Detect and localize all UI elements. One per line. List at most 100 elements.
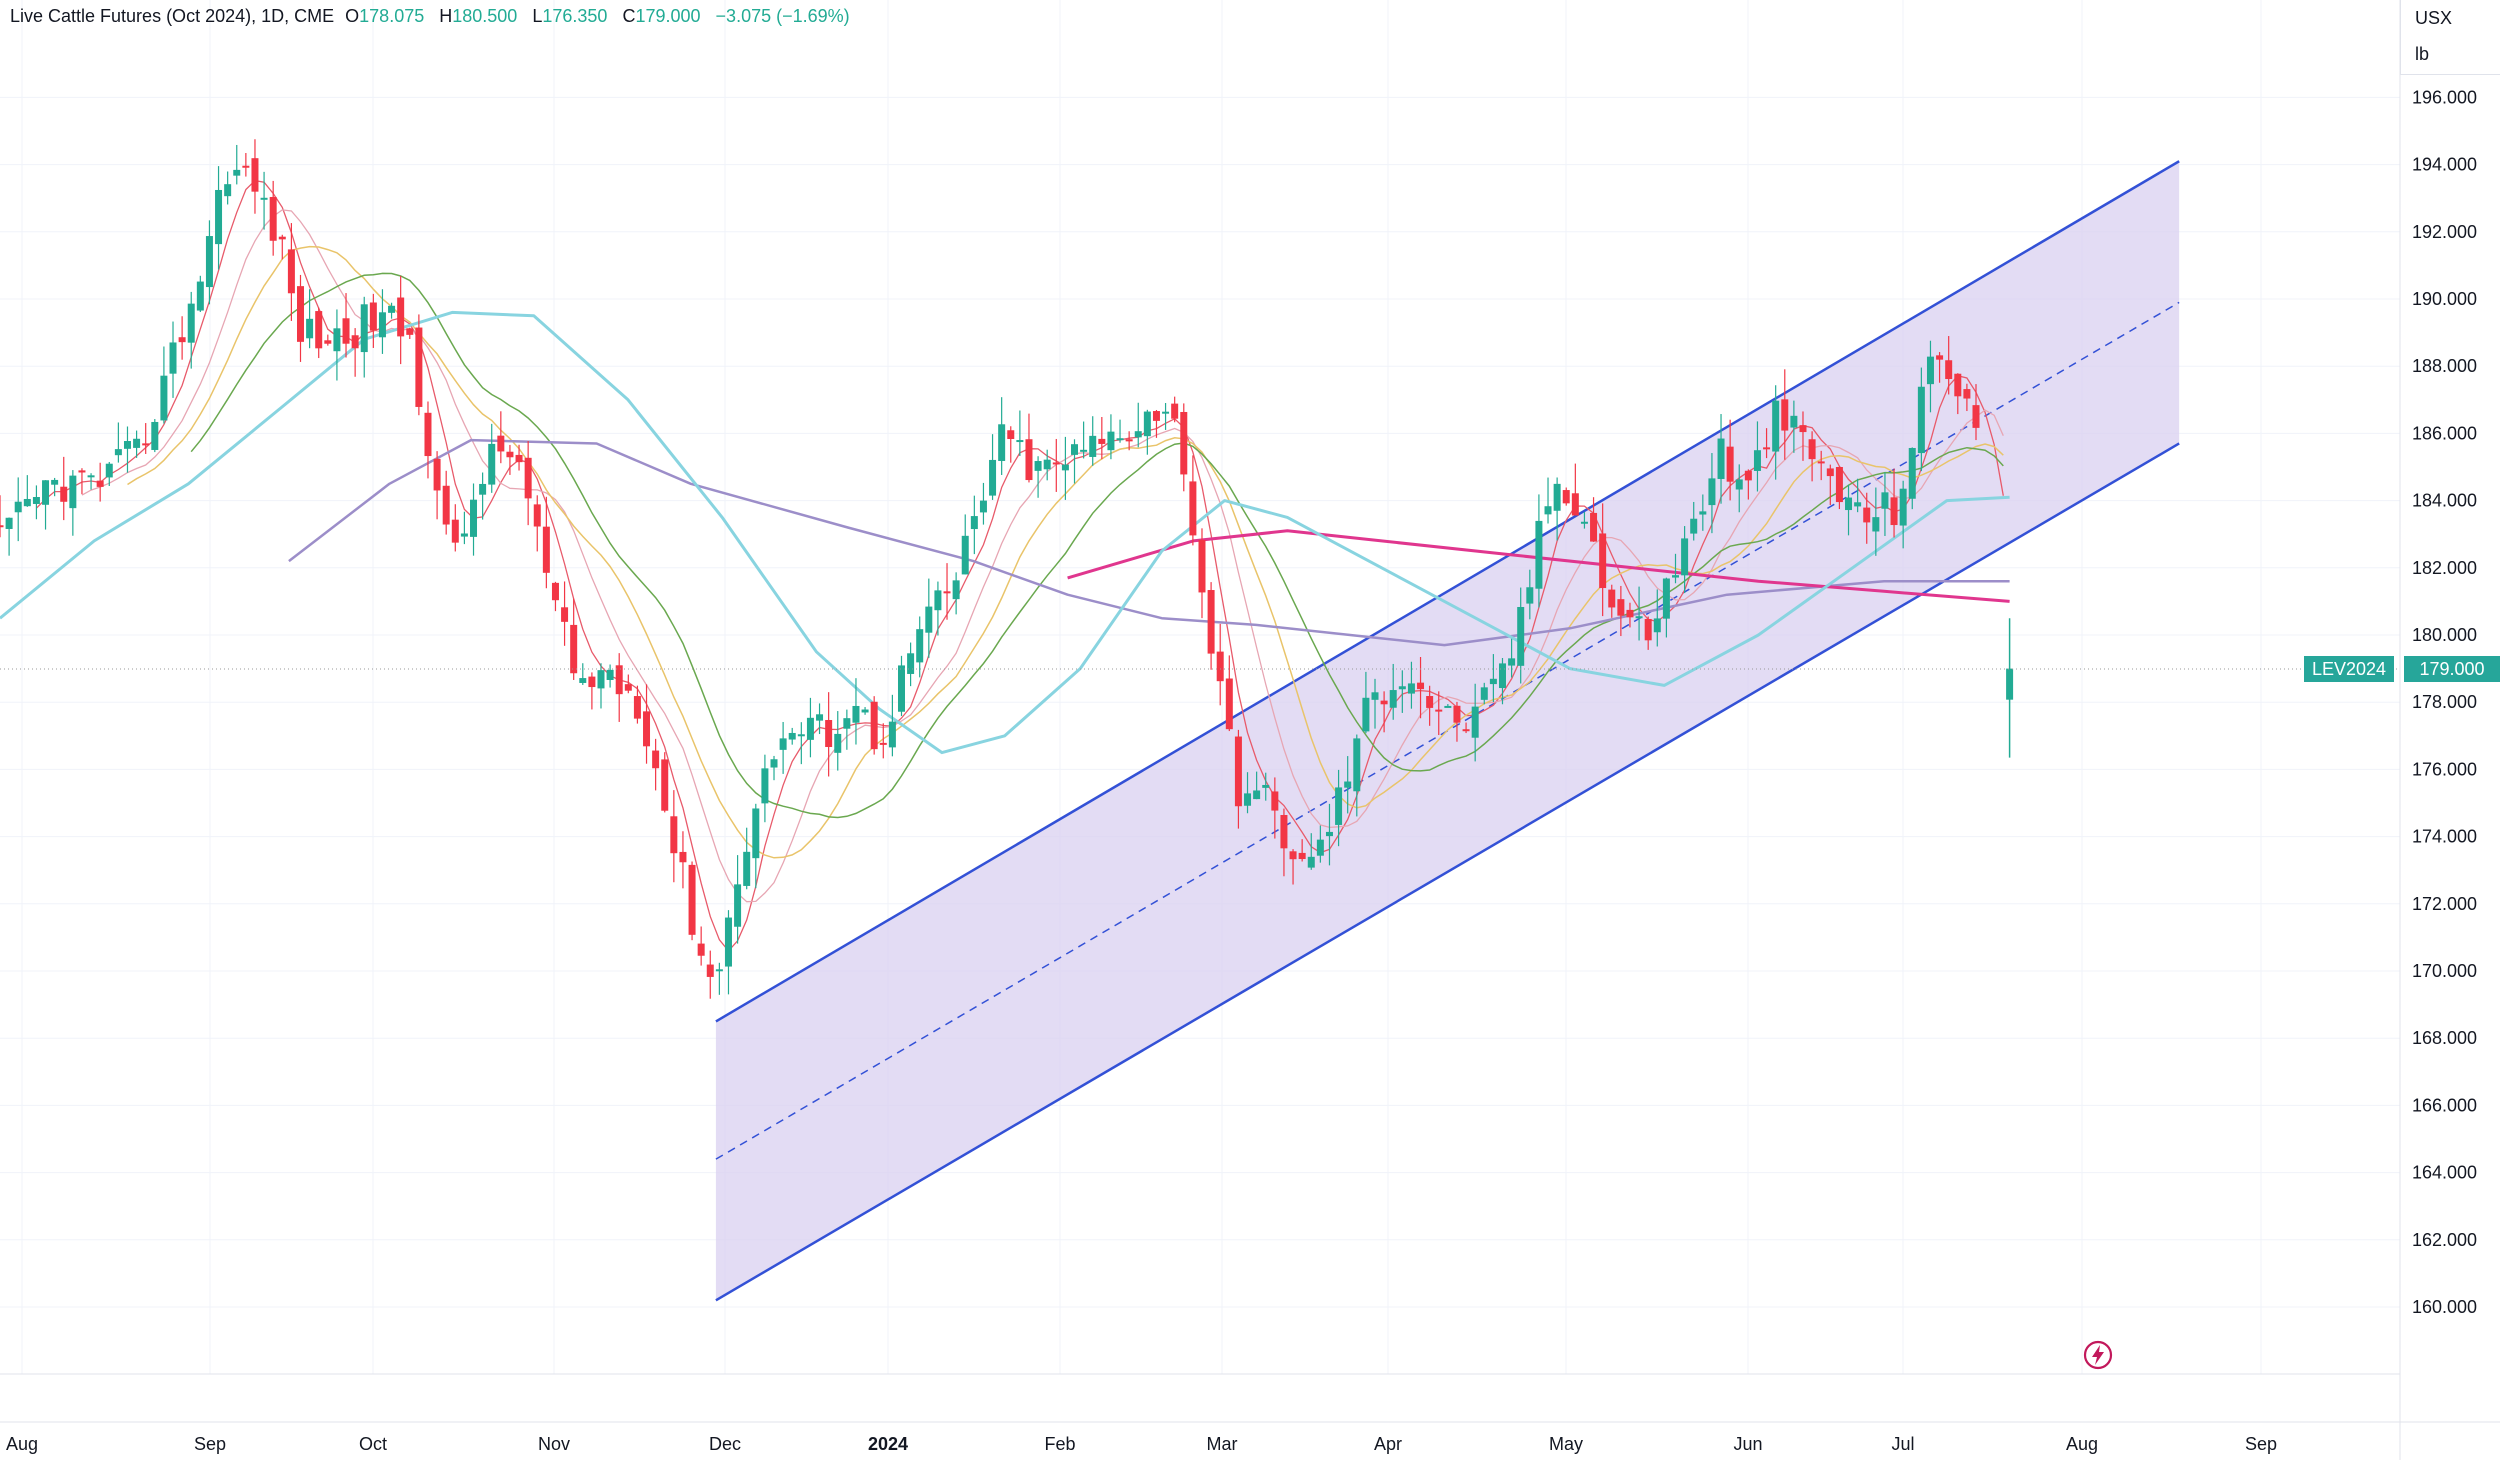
price-tick-label: 166.000	[2412, 1095, 2477, 1115]
candle-body	[1799, 425, 1807, 433]
candle-body	[734, 884, 742, 927]
candle-body	[1234, 736, 1242, 807]
candle-body	[661, 759, 669, 811]
candle-body	[424, 412, 432, 457]
candle-body	[151, 421, 159, 450]
candle-body	[451, 519, 459, 543]
candle-body	[533, 504, 541, 527]
candle-body	[1872, 517, 1880, 532]
candle-body	[242, 165, 250, 168]
candle-body	[1052, 462, 1060, 465]
candle-body	[60, 486, 68, 502]
time-tick-label: Aug	[2066, 1434, 2098, 1454]
candle-body	[1890, 497, 1898, 526]
candle-body	[806, 717, 814, 740]
candle-body	[1298, 852, 1306, 860]
price-tick-label: 196.000	[2412, 87, 2477, 107]
candle-body	[287, 249, 295, 294]
candle-body	[679, 851, 687, 863]
candle-body	[1790, 415, 1798, 428]
candle-body	[1480, 687, 1488, 700]
low-value: 176.350	[542, 6, 608, 26]
currency-unit-selector[interactable]: USX lb	[2400, 0, 2500, 75]
candle-body	[1216, 651, 1224, 682]
candle-body	[624, 684, 632, 691]
candle-body	[1908, 447, 1916, 499]
candle-body	[1571, 493, 1579, 516]
candle-body	[324, 340, 332, 344]
change-value: −3.075 (−1.69%)	[715, 6, 850, 26]
candle-body	[1608, 589, 1616, 608]
price-tick-label: 182.000	[2412, 558, 2477, 578]
candle-body	[1936, 355, 1944, 360]
candle-body	[14, 501, 22, 513]
time-axis[interactable]: Aug Sep Oct Nov Dec 2024 Feb Mar Apr May Jun Jul Aug…	[6, 1434, 2277, 1454]
candle-body	[1034, 461, 1042, 471]
high-label: H	[439, 6, 453, 26]
candle-body	[5, 517, 13, 529]
candle-body	[779, 738, 787, 750]
candle-body	[1717, 438, 1725, 479]
candle-body	[196, 281, 204, 311]
candle-body	[87, 475, 95, 478]
ticker-price-tag: LEV2024	[2304, 656, 2395, 682]
candle-body	[269, 196, 277, 241]
candle-body	[1125, 439, 1133, 442]
candle-body	[415, 327, 423, 407]
channel-lower-line	[715, 442, 2180, 1302]
price-tick-label: 188.000	[2412, 356, 2477, 376]
candle-body	[123, 441, 131, 449]
price-tick-label: 172.000	[2412, 894, 2477, 914]
candle-body	[1835, 466, 1843, 503]
time-tick-label: Nov	[538, 1434, 570, 1454]
candle-body	[961, 535, 969, 575]
last-candle-body	[2006, 668, 2014, 700]
currency-label: USX	[2415, 8, 2453, 28]
candle-body	[1599, 533, 1607, 589]
close-value: 179.000	[635, 6, 701, 26]
candle-body	[1690, 518, 1698, 534]
candle-body	[1316, 839, 1324, 856]
candle-body	[1553, 483, 1561, 511]
candle-body	[861, 709, 869, 713]
candle-body	[497, 435, 505, 452]
candle-body	[1845, 497, 1853, 511]
candle-body	[724, 917, 732, 967]
time-tick-label: Sep	[194, 1434, 226, 1454]
candle-body	[1854, 502, 1862, 507]
candle-body	[0, 525, 4, 528]
price-tick-label: 174.000	[2412, 827, 2477, 847]
price-tick-label: 176.000	[2412, 759, 2477, 779]
candle-body	[715, 969, 723, 972]
candle-body	[1781, 399, 1789, 431]
ma-long-line	[288, 438, 2010, 647]
candle-body	[1244, 793, 1252, 806]
candle-body	[1535, 520, 1543, 589]
candle-body	[1635, 616, 1643, 619]
candle-body	[1426, 696, 1434, 708]
open-value: 178.075	[359, 6, 425, 26]
candle-body	[397, 297, 405, 337]
candle-body	[761, 768, 769, 804]
candle-body	[1498, 663, 1506, 689]
price-tick-label: 190.000	[2412, 289, 2477, 309]
candle-body	[233, 169, 241, 176]
lightning-icon[interactable]	[2082, 1339, 2114, 1371]
candle-body	[1945, 360, 1953, 380]
candle-body	[224, 184, 232, 197]
candle-body	[1917, 386, 1925, 454]
candle-body	[561, 607, 569, 622]
candle-body	[488, 443, 496, 485]
candle-body	[1590, 512, 1598, 542]
candle-body	[1744, 470, 1752, 481]
candle-body	[979, 500, 987, 513]
candle-body	[1180, 411, 1188, 475]
candle-body	[998, 424, 1006, 461]
candle-body	[934, 590, 942, 611]
time-tick-label: Aug	[6, 1434, 38, 1454]
price-axis[interactable]: 196.000 194.000 192.000 190.000 188.000 186.0…	[2412, 87, 2477, 1317]
candle-body	[1735, 479, 1743, 490]
candle-body	[615, 665, 623, 695]
candle-body	[1772, 400, 1780, 452]
